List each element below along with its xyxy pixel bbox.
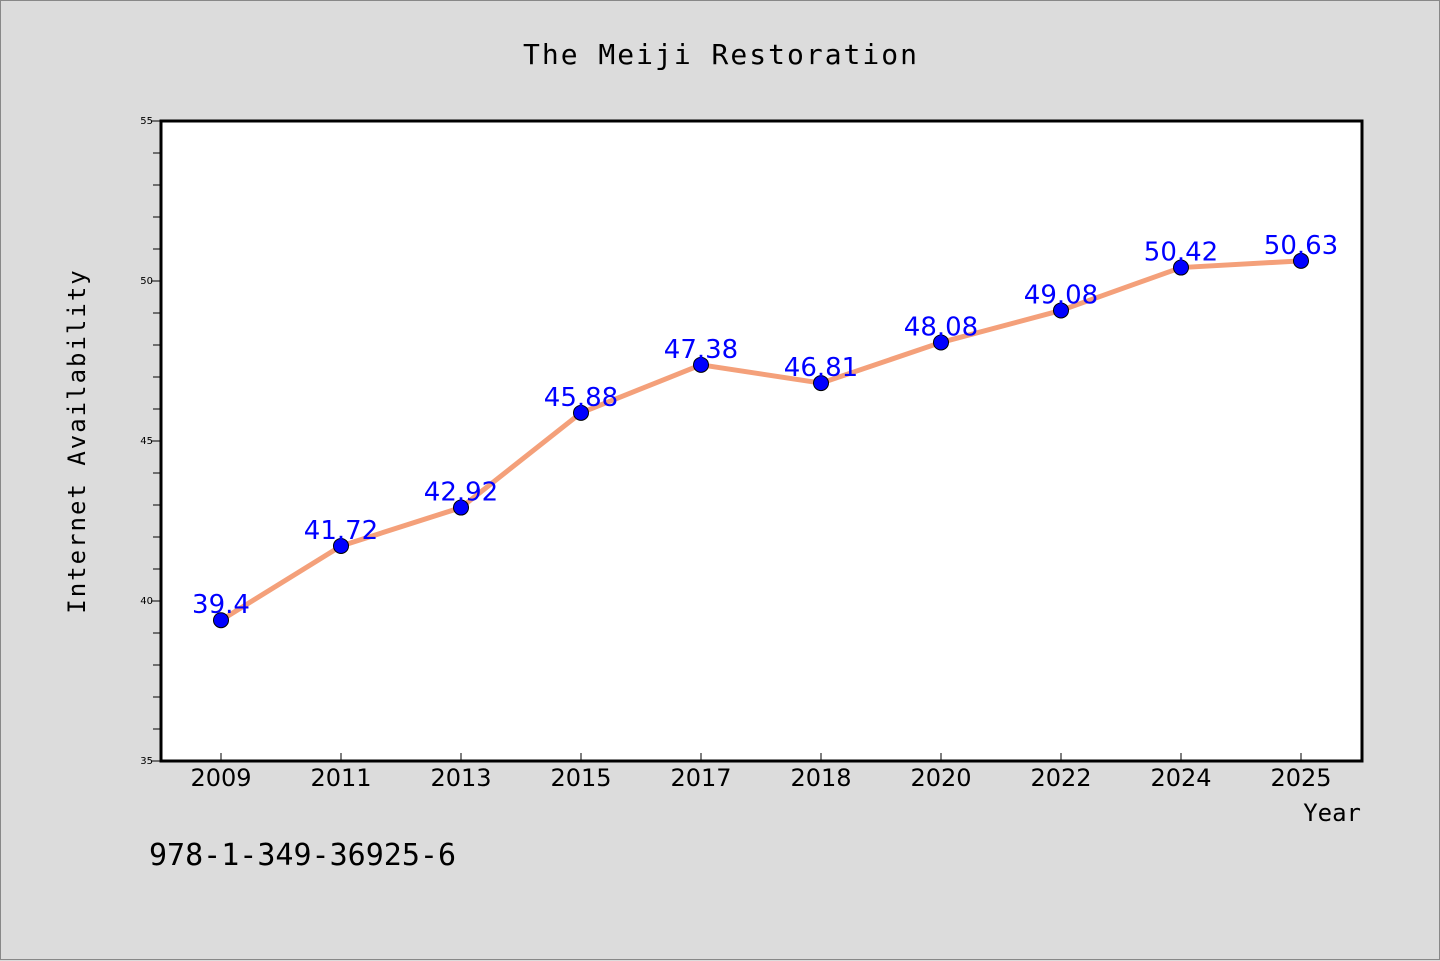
- data-label: 45.88: [544, 383, 618, 413]
- x-tick-label: 2020: [910, 764, 971, 792]
- data-label: 49.08: [1024, 280, 1098, 310]
- data-point: [213, 612, 229, 629]
- x-axis: 2009 2011 2013 2015 2017 2018 2020 2022 2024 2025: [190, 753, 1332, 792]
- isbn-text: 978-1-349-36925-6: [149, 838, 456, 873]
- data-label: 41.72: [304, 516, 378, 546]
- data-label: 47.38: [664, 335, 738, 365]
- data-point: [693, 356, 709, 373]
- chart-title: The Meiji Restoration: [523, 38, 919, 71]
- y-tick-label: 55: [140, 116, 153, 127]
- data-point: [333, 537, 349, 554]
- data-point: [1053, 302, 1069, 319]
- x-tick-label: 2024: [1150, 764, 1211, 792]
- data-point: [933, 334, 949, 351]
- x-tick-label: 2018: [790, 764, 851, 792]
- x-tick-label: 2009: [190, 764, 251, 792]
- data-label: 50.42: [1144, 238, 1218, 268]
- data-label: 48.08: [904, 312, 978, 342]
- x-tick-label: 2025: [1270, 764, 1331, 792]
- x-tick-label: 2022: [1030, 764, 1091, 792]
- data-point: [813, 375, 829, 392]
- data-label: 50.63: [1264, 231, 1338, 261]
- data-point: [1293, 252, 1309, 269]
- data-point: [573, 404, 589, 421]
- x-tick-label: 2017: [670, 764, 731, 792]
- y-axis: 35 40 45 50 55: [140, 116, 161, 767]
- series-line: [218, 258, 1304, 623]
- y-axis-label: Internet Availability: [63, 268, 91, 613]
- data-point: [1173, 259, 1189, 276]
- data-label: 39.4: [192, 590, 250, 620]
- x-axis-label: Year: [1303, 799, 1361, 827]
- y-tick-label: 50: [140, 276, 153, 287]
- y-tick-label: 45: [140, 436, 153, 447]
- series-group: 39.4 41.72 42.92 45.88 47.38 46.81 48.08 49.08 5…: [192, 231, 1338, 629]
- data-label: 46.81: [784, 353, 858, 383]
- data-point: [453, 499, 469, 516]
- y-tick-label: 40: [140, 596, 153, 607]
- plot-area: [159, 119, 1364, 763]
- x-tick-label: 2013: [430, 764, 491, 792]
- x-tick-label: 2015: [550, 764, 611, 792]
- data-label: 42.92: [424, 478, 498, 508]
- y-tick-label: 35: [140, 756, 153, 767]
- x-tick-label: 2011: [310, 764, 371, 792]
